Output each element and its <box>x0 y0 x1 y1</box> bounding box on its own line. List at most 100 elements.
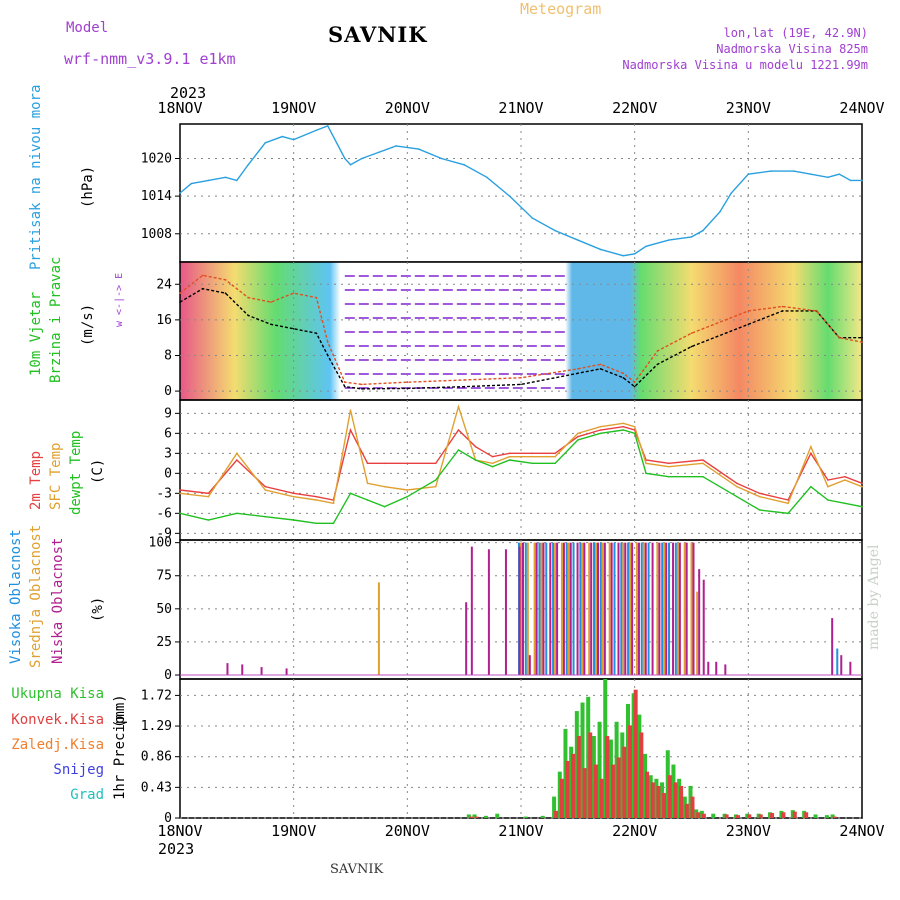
bar-niska-oblacnost <box>576 542 579 676</box>
bar-niska-oblacnost <box>569 542 572 676</box>
y-tick-label: 1.29 <box>141 719 172 734</box>
legend-total-precip: Ukupna Kisa <box>11 686 104 702</box>
data-point <box>179 301 181 303</box>
data-point <box>861 341 863 343</box>
data-point <box>645 472 647 475</box>
bar-niska-oblacnost <box>665 542 668 676</box>
data-point <box>383 485 386 488</box>
bar-srednja-oblacnost <box>567 542 570 676</box>
bar-ukupna-kisa <box>495 813 500 818</box>
data-point <box>758 492 761 495</box>
data-point <box>264 489 267 491</box>
y-tick-label: 6 <box>164 426 172 441</box>
data-point <box>361 157 363 160</box>
data-point <box>463 379 465 381</box>
year-label-top: 2023 <box>170 84 207 102</box>
y-tick-label: 1020 <box>141 152 172 167</box>
data-point <box>577 239 579 241</box>
data-point <box>622 376 625 379</box>
data-point <box>781 310 784 312</box>
data-point <box>457 405 460 408</box>
data-point <box>281 135 284 138</box>
bar-niska-oblacnost <box>465 602 468 676</box>
data-point <box>554 455 556 458</box>
data-point <box>349 409 352 411</box>
data-point <box>491 455 494 458</box>
lonlat-info: lon,lat (19E, 42.9N) <box>723 26 869 40</box>
data-point <box>810 452 812 455</box>
bar-srednja-oblacnost <box>520 542 522 676</box>
bar-niska-oblacnost <box>678 542 681 676</box>
bar-niska-oblacnost <box>707 661 710 676</box>
bar-konvek-kisa <box>622 746 627 818</box>
data-point <box>463 163 465 166</box>
bar-niska-oblacnost <box>549 542 552 676</box>
data-point <box>747 310 750 312</box>
bar-konvek-kisa <box>588 732 593 818</box>
date-tick-top: 24NOV <box>839 99 885 117</box>
bar-visoka-oblacnost <box>836 648 839 676</box>
bar-srednja-oblacnost <box>642 542 645 676</box>
bar-niska-oblacnost <box>518 546 521 676</box>
bar-konvek-kisa <box>468 816 473 818</box>
data-point <box>736 485 738 488</box>
bar-niska-oblacnost <box>651 542 654 676</box>
data-point <box>758 495 761 498</box>
model-altitude-info: Nadmorska Visina u modelu 1221.99m <box>622 58 868 72</box>
data-point <box>702 475 704 478</box>
data-point <box>702 229 704 232</box>
bar-konvek-kisa <box>627 725 632 818</box>
bar-konvek-kisa <box>571 753 576 818</box>
bar-konvek-kisa <box>735 815 740 818</box>
data-point <box>292 519 295 521</box>
bar-ukupna-kisa <box>466 814 471 818</box>
bar-visoka-oblacnost <box>647 542 650 676</box>
bar-konvek-kisa <box>696 812 701 818</box>
data-point <box>315 296 318 299</box>
data-point <box>781 305 784 308</box>
data-point <box>366 462 369 465</box>
data-point <box>326 354 329 357</box>
data-point <box>554 462 556 465</box>
data-point <box>179 292 181 294</box>
data-point <box>702 459 704 461</box>
bar-srednja-oblacnost <box>656 542 659 676</box>
data-point <box>264 515 267 518</box>
bar-niska-oblacnost <box>241 664 244 676</box>
data-point <box>770 170 772 172</box>
bar-niska-oblacnost <box>285 668 288 676</box>
data-point <box>827 176 829 179</box>
bar-niska-oblacnost <box>610 542 613 676</box>
data-point <box>270 301 272 303</box>
bar-ukupna-kisa <box>483 815 488 818</box>
data-point <box>207 519 210 521</box>
data-point <box>406 381 409 383</box>
bar-konvek-kisa <box>474 816 479 818</box>
bar-niska-oblacnost <box>698 569 701 676</box>
date-tick-bottom: 19NOV <box>271 822 317 840</box>
data-point <box>724 319 727 321</box>
data-point <box>599 248 602 251</box>
date-tick-bottom: 18NOV <box>157 822 203 840</box>
bar-niska-oblacnost <box>840 655 843 676</box>
data-point <box>622 429 625 431</box>
data-point <box>758 509 761 511</box>
bar-niska-oblacnost <box>562 542 565 676</box>
data-point <box>474 459 477 461</box>
data-point <box>577 368 579 370</box>
data-point <box>383 462 386 465</box>
bar-srednja-oblacnost <box>588 542 591 676</box>
data-point <box>292 327 295 330</box>
data-point <box>201 274 204 277</box>
date-tick-bottom: 23NOV <box>725 822 771 840</box>
data-point <box>474 445 477 448</box>
y-tick-label: 25 <box>156 635 172 650</box>
legend-conv-precip: Konvek.Kisa <box>11 712 104 728</box>
data-point <box>656 363 659 366</box>
data-point <box>366 499 369 501</box>
chart-title: SAVNIK <box>328 22 428 47</box>
bar-konvek-kisa <box>770 813 775 818</box>
bar-niska-oblacnost <box>637 542 640 676</box>
bar-konvek-kisa <box>645 771 650 818</box>
y-tick-label: 1008 <box>141 227 172 242</box>
